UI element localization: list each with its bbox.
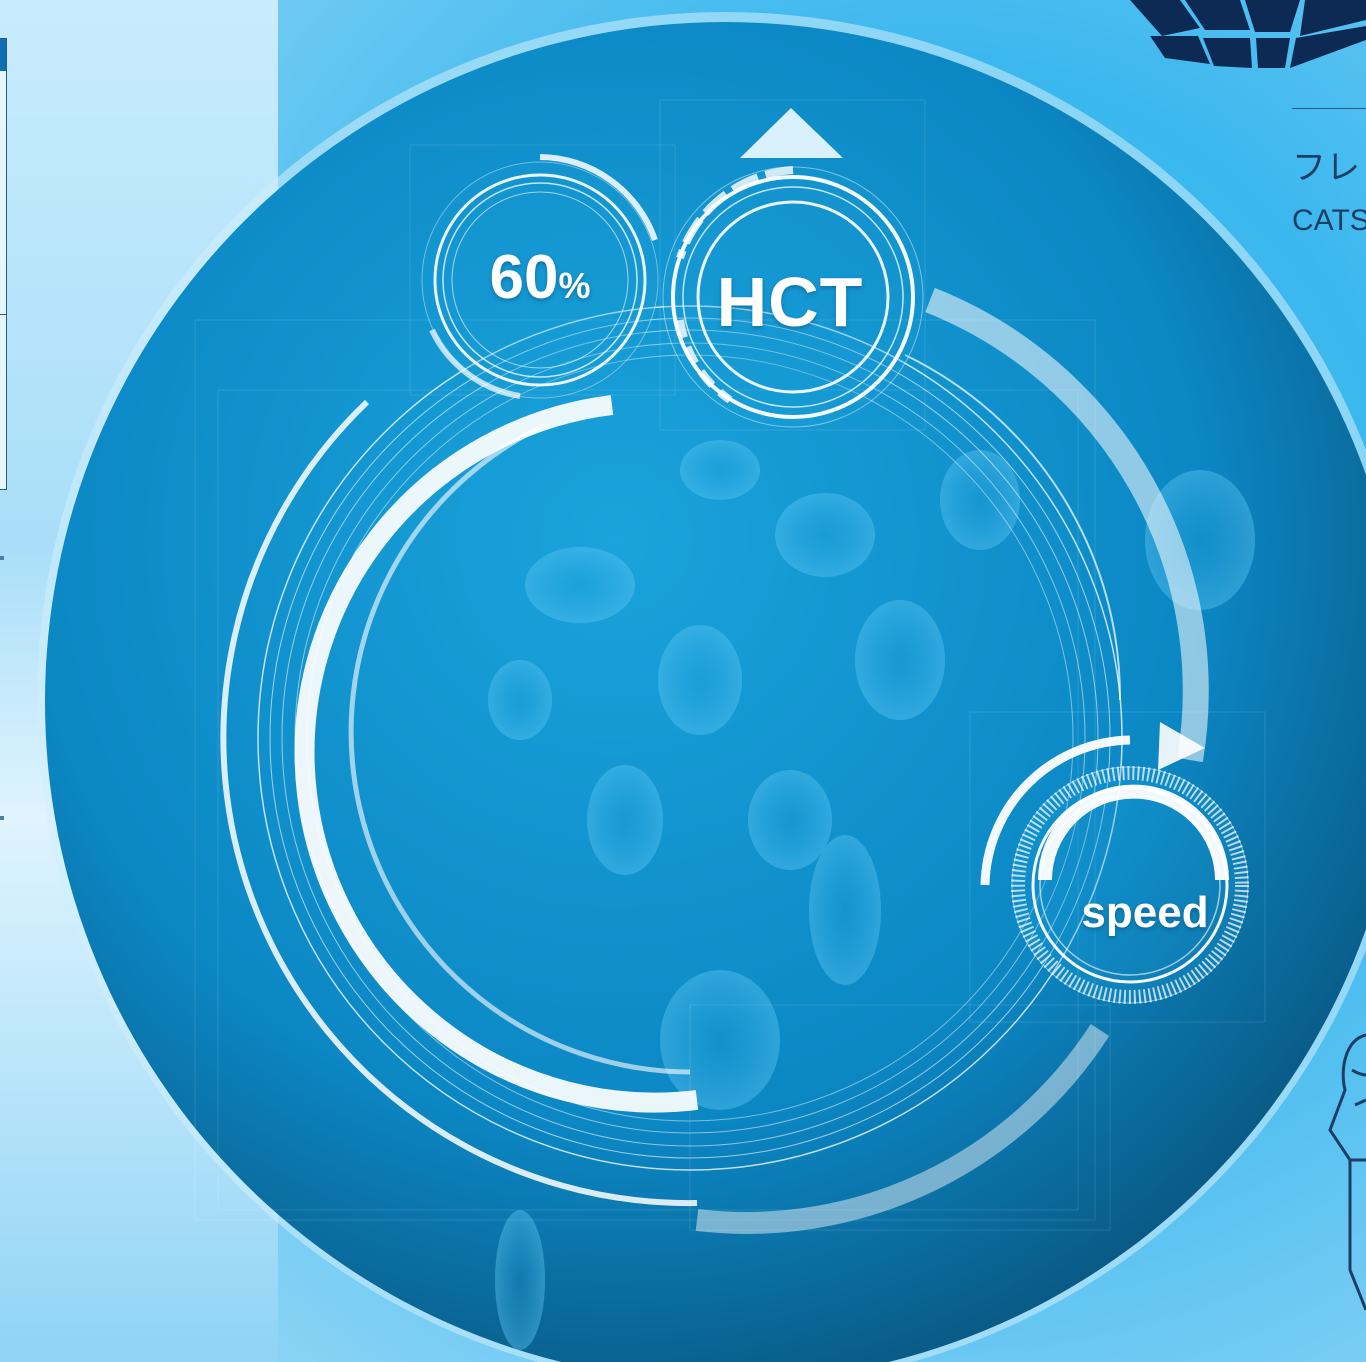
speed-title: speed (1081, 888, 1209, 937)
triangle-up-icon (740, 108, 843, 158)
side-panel-subheading: CATS (1292, 204, 1366, 237)
globe-grid-logo (1130, 0, 1366, 68)
device-outline-icon (1328, 1033, 1366, 1311)
percent-value: 60 (489, 243, 559, 312)
percent-unit: % (558, 265, 591, 306)
percent-gauge (421, 154, 659, 399)
speed-gauge (980, 735, 1249, 1004)
left-marker (0, 816, 4, 820)
blood-cells-background (488, 440, 1255, 1350)
hct-gauge (662, 166, 924, 428)
left-sidebar-frame (0, 38, 7, 490)
left-sidebar-header-bar (0, 39, 6, 71)
main-ring-assembly (220, 287, 1209, 1234)
hct-title: HCT (716, 263, 864, 341)
percent-readout: 60% (450, 242, 630, 313)
flow-arrow-icon (1158, 722, 1205, 770)
side-panel-heading: フレ (1292, 148, 1360, 188)
left-sidebar-divider (0, 314, 6, 315)
side-panel-divider (1292, 108, 1366, 109)
left-marker (0, 556, 4, 560)
